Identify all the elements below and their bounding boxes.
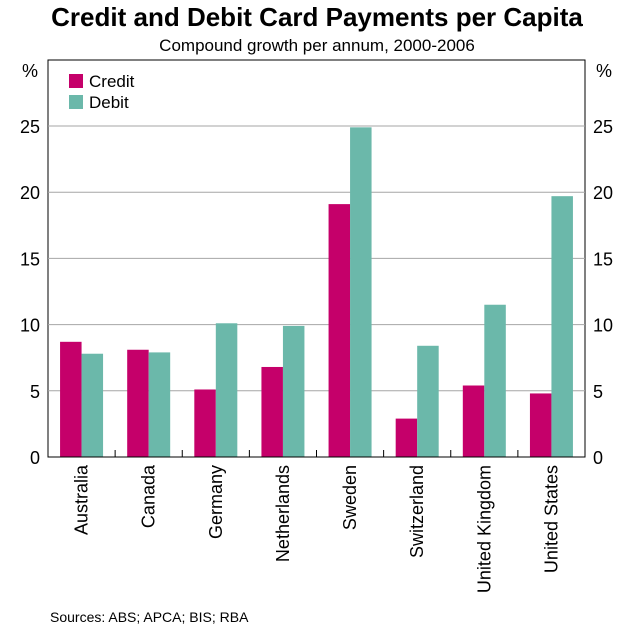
bar-debit — [551, 196, 573, 457]
bar-credit — [261, 366, 283, 457]
bar-debit — [81, 353, 104, 457]
y-tick-label-right: 10 — [593, 316, 613, 336]
y-tick-label-right: 20 — [593, 183, 613, 203]
chart-subtitle: Compound growth per annum, 2000-2006 — [159, 36, 475, 55]
bar-credit — [60, 341, 82, 457]
bar-credit — [395, 418, 418, 457]
legend-label-debit: Debit — [89, 93, 129, 112]
bar-debit — [215, 323, 238, 457]
y-tick-label-right: 5 — [593, 382, 603, 402]
legend-swatch-credit — [69, 74, 83, 88]
y-unit-right: % — [596, 61, 612, 81]
bar-credit — [462, 385, 485, 457]
x-tick-label: United Kingdom — [474, 465, 494, 593]
bar-debit — [148, 352, 171, 457]
y-tick-label-left: 0 — [30, 448, 40, 468]
x-tick-label: Sweden — [340, 465, 360, 530]
legend-label-credit: Credit — [89, 72, 135, 91]
legend-swatch-debit — [69, 95, 83, 109]
x-tick-label: United States — [541, 465, 561, 573]
x-tick-label: Netherlands — [273, 465, 293, 562]
y-tick-label-left: 5 — [30, 382, 40, 402]
y-tick-label-left: 20 — [20, 183, 40, 203]
x-tick-label: Canada — [139, 464, 159, 528]
bar-debit — [282, 325, 305, 457]
y-tick-label-right: 25 — [593, 117, 613, 137]
y-tick-label-left: 15 — [20, 249, 40, 269]
bar-credit — [194, 389, 216, 457]
y-unit-left: % — [22, 61, 38, 81]
chart-title: Credit and Debit Card Payments per Capit… — [51, 2, 583, 32]
bar-debit — [417, 345, 439, 457]
x-tick-label: Germany — [206, 465, 226, 539]
x-tick-label: Switzerland — [407, 465, 427, 558]
sources-note: Sources: ABS; APCA; BIS; RBA — [50, 609, 249, 625]
bar-debit — [350, 127, 372, 457]
y-tick-label-right: 15 — [593, 249, 613, 269]
y-tick-label-left: 25 — [20, 117, 40, 137]
bar-credit — [127, 349, 149, 457]
y-tick-label-right: 0 — [593, 448, 603, 468]
x-tick-label: Australia — [72, 464, 92, 535]
bar-credit — [529, 393, 552, 457]
bar-debit — [484, 304, 506, 457]
y-tick-label-left: 10 — [20, 316, 40, 336]
bar-credit — [328, 204, 351, 457]
